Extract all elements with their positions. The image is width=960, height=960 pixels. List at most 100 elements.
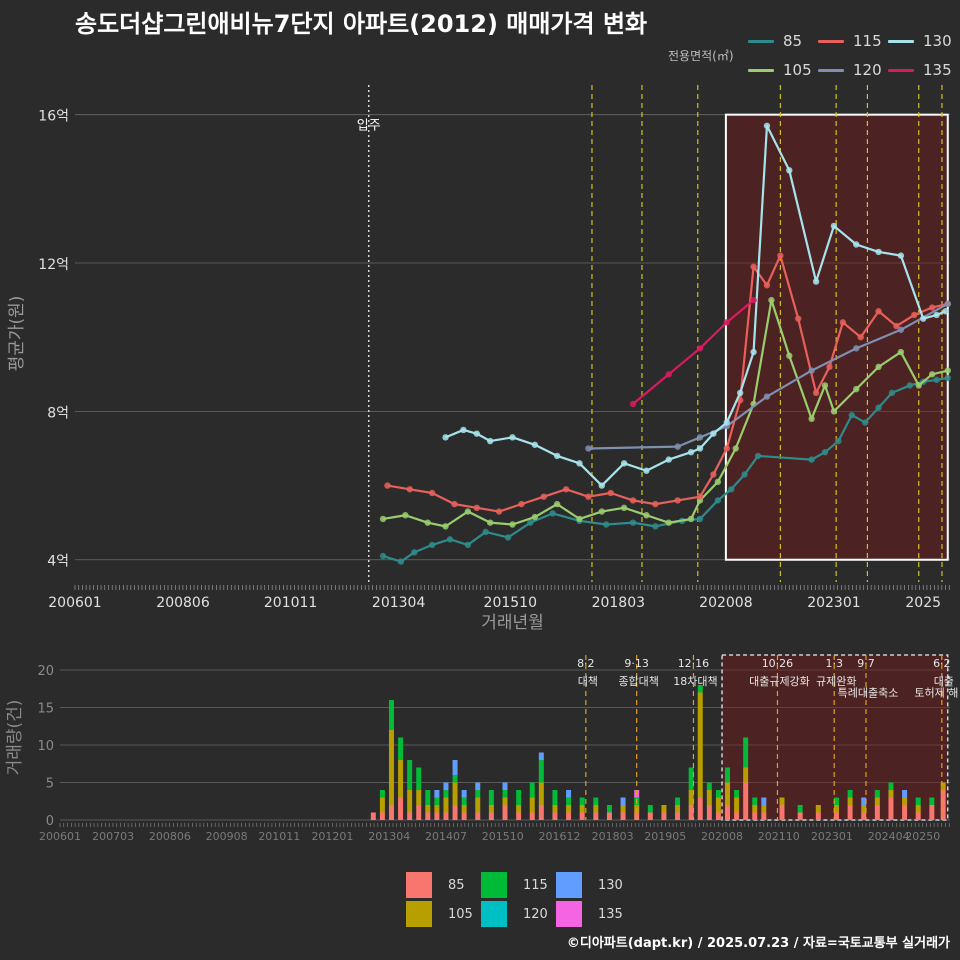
bar-105 bbox=[675, 805, 681, 813]
vol-x-tick-label: 20250 bbox=[905, 830, 940, 843]
bar-105 bbox=[620, 805, 626, 813]
bar-85 bbox=[697, 797, 703, 820]
bar-115 bbox=[874, 790, 880, 798]
point-135 bbox=[696, 345, 704, 352]
bar-115 bbox=[434, 797, 440, 805]
point-85 bbox=[446, 536, 454, 543]
bar-105 bbox=[516, 805, 522, 813]
point-105 bbox=[531, 513, 539, 521]
bar-85 bbox=[715, 812, 721, 820]
bar-105 bbox=[502, 797, 508, 805]
point-105 bbox=[509, 521, 516, 528]
vol-x-tick-label: 200908 bbox=[206, 830, 248, 843]
point-105 bbox=[379, 515, 387, 523]
legend-label: 135 bbox=[923, 61, 952, 79]
point-130 bbox=[750, 348, 757, 356]
bar-85 bbox=[488, 812, 494, 820]
bar-130 bbox=[566, 790, 572, 798]
legend-item-120: 120 bbox=[818, 61, 882, 79]
vol-x-tick-label: 201905 bbox=[644, 830, 686, 843]
bar-115 bbox=[833, 797, 839, 805]
bar-85 bbox=[388, 805, 394, 820]
bar-115 bbox=[388, 700, 394, 730]
point-105 bbox=[486, 519, 494, 526]
point-105 bbox=[830, 408, 838, 415]
bar-130 bbox=[443, 782, 449, 790]
vol-legend-label: 115 bbox=[523, 877, 548, 893]
point-130 bbox=[710, 430, 717, 437]
point-85 bbox=[835, 437, 842, 445]
bar-105 bbox=[461, 805, 467, 813]
point-120 bbox=[897, 326, 905, 333]
bar-105 bbox=[815, 805, 821, 813]
policy-name: 종합대책 bbox=[618, 675, 658, 688]
point-105 bbox=[442, 523, 449, 530]
bar-105 bbox=[379, 797, 385, 813]
vol-x-tick-label: 200601 bbox=[39, 830, 81, 843]
point-115 bbox=[723, 445, 730, 452]
vol-legend-label: 85 bbox=[448, 877, 465, 893]
vol-legend-label: 120 bbox=[523, 906, 548, 922]
vol-legend-swatch bbox=[406, 872, 432, 898]
point-135 bbox=[629, 400, 637, 408]
legend-item-115: 115 bbox=[818, 32, 882, 50]
bar-105 bbox=[452, 782, 458, 805]
point-130 bbox=[736, 389, 744, 397]
point-115 bbox=[826, 363, 833, 371]
bar-115 bbox=[538, 760, 544, 783]
bar-105 bbox=[416, 790, 422, 805]
vol-legend-label: 130 bbox=[598, 877, 623, 893]
legend-swatch bbox=[888, 68, 914, 72]
bar-115 bbox=[743, 737, 749, 768]
point-115 bbox=[696, 493, 704, 500]
point-105 bbox=[786, 352, 793, 359]
vol-x-tick-label: 201612 bbox=[538, 830, 580, 843]
move-in-label: 입주 bbox=[357, 119, 381, 134]
bar-115 bbox=[606, 805, 612, 813]
point-115 bbox=[585, 493, 592, 500]
bar-105 bbox=[874, 797, 880, 805]
point-105 bbox=[643, 512, 650, 519]
bar-115 bbox=[407, 760, 413, 790]
vol-legend-swatch bbox=[556, 901, 582, 927]
point-120 bbox=[808, 367, 815, 374]
bar-115 bbox=[379, 790, 385, 798]
x-tick-label: 201510 bbox=[484, 595, 537, 611]
point-130 bbox=[920, 315, 927, 322]
legend-label: 115 bbox=[853, 32, 882, 50]
bar-115 bbox=[797, 805, 803, 813]
bar-85 bbox=[861, 812, 867, 820]
y-tick-label: 12억 bbox=[38, 257, 69, 273]
point-85 bbox=[696, 515, 704, 523]
bar-115 bbox=[398, 737, 404, 760]
vol-x-tick-label: 201510 bbox=[482, 830, 524, 843]
point-120 bbox=[585, 445, 592, 452]
legend-item-105: 105 bbox=[748, 61, 812, 79]
bar-85 bbox=[370, 812, 376, 820]
point-85 bbox=[714, 497, 722, 504]
bar-85 bbox=[902, 805, 908, 820]
bar-85 bbox=[443, 812, 449, 820]
vol-y-tick-label: 15 bbox=[37, 702, 54, 717]
point-120 bbox=[944, 300, 951, 308]
point-105 bbox=[821, 382, 829, 389]
y-axis-label: 평균가(원) bbox=[7, 296, 27, 372]
point-130 bbox=[620, 460, 628, 467]
point-130 bbox=[473, 430, 480, 437]
series-line-105 bbox=[382, 299, 949, 528]
point-85 bbox=[504, 534, 512, 541]
point-105 bbox=[897, 348, 905, 356]
policy-date: 12·16 bbox=[678, 657, 710, 670]
volume-legend: 85 105 115 120 130 135 bbox=[400, 870, 650, 930]
vol-x-tick-label: 201803 bbox=[592, 830, 634, 843]
bar-85 bbox=[647, 812, 653, 820]
legend-swatch bbox=[818, 39, 844, 43]
point-115 bbox=[607, 489, 614, 497]
point-130 bbox=[442, 434, 449, 441]
policy-date: 8·2 bbox=[577, 657, 595, 670]
highlight-region bbox=[724, 113, 949, 561]
series-line-130 bbox=[445, 124, 946, 487]
bar-105 bbox=[915, 805, 921, 813]
bar-115 bbox=[915, 797, 921, 805]
point-85 bbox=[397, 558, 405, 565]
